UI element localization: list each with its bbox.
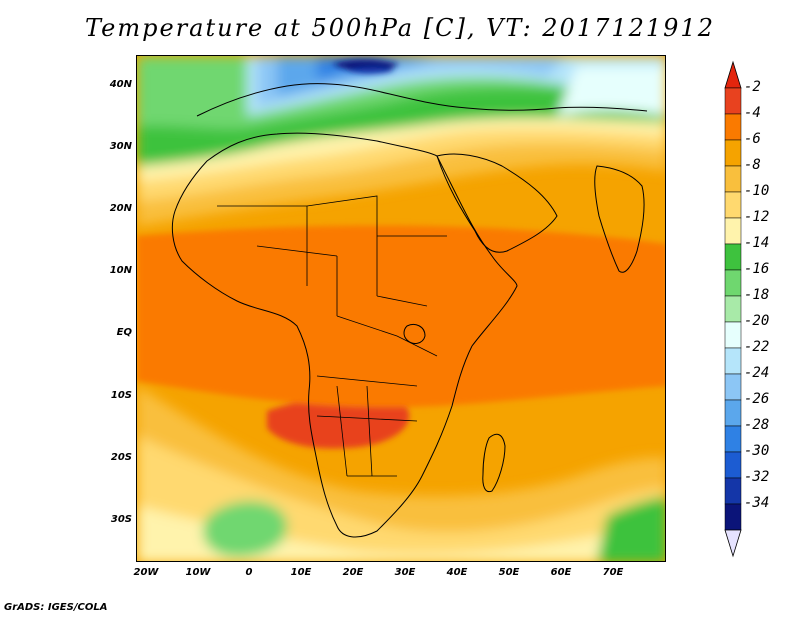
map-panel xyxy=(136,55,666,562)
field-equator-warm xyxy=(137,225,665,408)
colorbar-label: -6 xyxy=(744,131,761,147)
colorbar-swatch xyxy=(724,425,742,453)
lat-label-20n: 20N xyxy=(109,203,132,214)
colorbar-label: -8 xyxy=(744,157,761,173)
colorbar-swatch xyxy=(724,139,742,167)
colorbar-swatch xyxy=(724,321,742,349)
colorbar-label: -22 xyxy=(744,339,770,355)
lon-label-40e: 40E xyxy=(446,567,468,578)
lat-label-10n: 10N xyxy=(109,265,132,276)
lat-label-30n: 30N xyxy=(109,141,132,152)
madagascar-outline xyxy=(482,433,506,493)
colorbar-swatch xyxy=(724,191,742,219)
colorbar-label: -2 xyxy=(744,79,761,95)
colorbar xyxy=(724,60,742,558)
colorbar-swatch xyxy=(724,347,742,375)
colorbar-label: -14 xyxy=(744,235,770,251)
colorbar-label: -32 xyxy=(744,469,770,485)
field-southern-africa-red xyxy=(267,397,410,449)
colorbar-swatch xyxy=(724,269,742,297)
lat-label-40n: 40N xyxy=(109,79,132,90)
colorbar-swatch xyxy=(724,373,742,401)
lat-label-30s: 30S xyxy=(110,514,132,525)
colorbar-label: -24 xyxy=(744,365,770,381)
colorbar-label: -18 xyxy=(744,287,770,303)
colorbar-swatch xyxy=(724,451,742,479)
field-north-dark-blue xyxy=(347,67,395,74)
colorbar-label: -34 xyxy=(744,495,770,511)
map-title: Temperature at 500hPa [C], VT: 201712191… xyxy=(85,14,715,42)
colorbar-swatch xyxy=(724,295,742,323)
grads-credit: GrADS: IGES/COLA xyxy=(4,602,108,613)
lon-label-10e: 10E xyxy=(290,567,312,578)
lat-label-10s: 10S xyxy=(110,390,132,401)
lon-label-20e: 20E xyxy=(342,567,364,578)
country-borders xyxy=(217,195,447,477)
field-south-green-blob xyxy=(203,501,288,557)
arabia-outline xyxy=(436,153,558,253)
africa-coastline xyxy=(171,132,518,538)
colorbar-label: -28 xyxy=(744,417,770,433)
colorbar-label: -20 xyxy=(744,313,770,329)
lon-label-30e: 30E xyxy=(394,567,416,578)
lon-label-60e: 60E xyxy=(550,567,572,578)
colorbar-label: -16 xyxy=(744,261,770,277)
colorbar-label: -26 xyxy=(744,391,770,407)
colorbar-swatch xyxy=(724,477,742,505)
lon-label-70e: 70E xyxy=(602,567,624,578)
field-north-light-cyan xyxy=(557,66,665,116)
field-southeast-green xyxy=(597,496,665,561)
colorbar-swatch xyxy=(724,87,742,115)
map-svg xyxy=(137,56,665,561)
lat-label-20s: 20S xyxy=(110,452,132,463)
europe-outline xyxy=(196,83,648,117)
colorbar-bottom-triangle xyxy=(724,529,742,558)
colorbar-swatch xyxy=(724,243,742,271)
colorbar-swatch xyxy=(724,503,742,531)
colorbar-label: -30 xyxy=(744,443,770,459)
colorbar-label: -12 xyxy=(744,209,770,225)
lat-label-eq: EQ xyxy=(116,327,132,338)
colorbar-swatch xyxy=(724,165,742,193)
lon-label-10w: 10W xyxy=(185,567,211,578)
lon-label-50e: 50E xyxy=(498,567,520,578)
colorbar-swatch xyxy=(724,399,742,427)
colorbar-label: -10 xyxy=(744,183,770,199)
colorbar-swatch xyxy=(724,217,742,245)
colorbar-top-triangle xyxy=(724,60,742,89)
colorbar-label: -4 xyxy=(744,105,761,121)
india-outline xyxy=(594,165,645,273)
lon-label-20w: 20W xyxy=(133,567,159,578)
colorbar-swatch xyxy=(724,113,742,141)
lon-label-0: 0 xyxy=(245,567,253,578)
lake-victoria xyxy=(403,323,426,344)
